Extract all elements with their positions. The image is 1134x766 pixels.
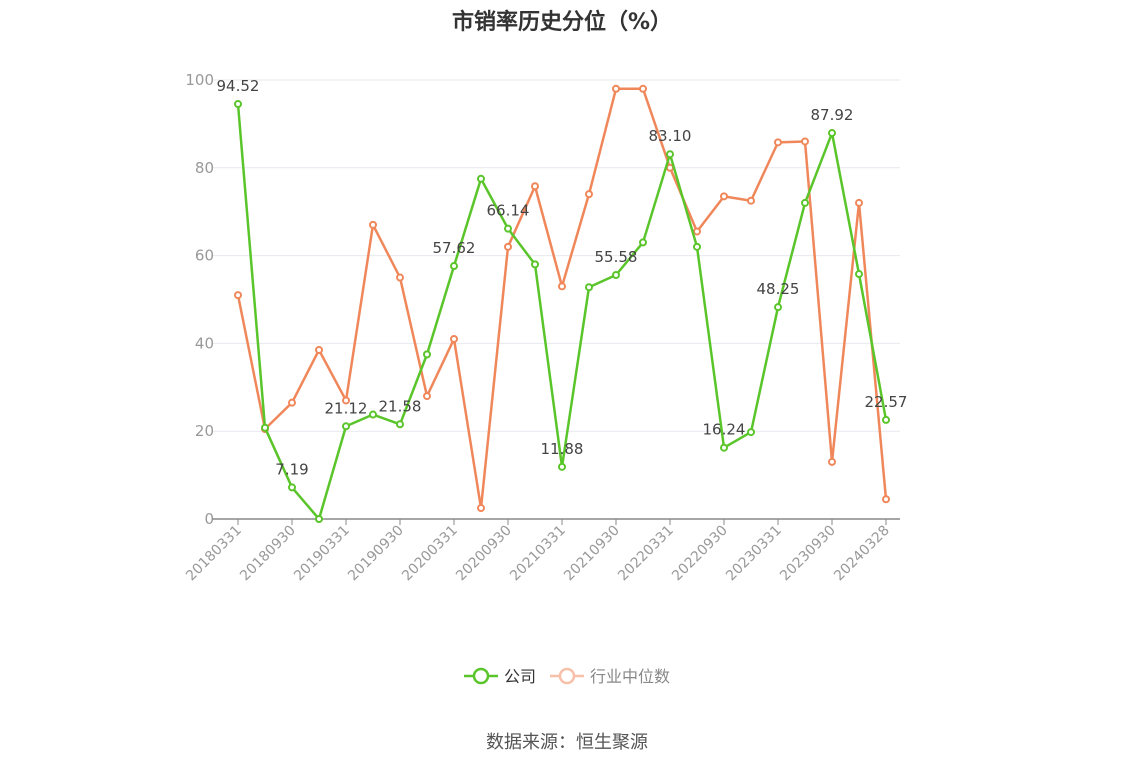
x-tick-label: 20230331 xyxy=(723,523,785,585)
y-tick-label: 20 xyxy=(195,422,214,440)
data-point-industry xyxy=(774,138,782,147)
data-point-company xyxy=(666,150,674,159)
data-point-company xyxy=(801,198,809,207)
data-label: 11.88 xyxy=(541,440,584,458)
data-point-industry xyxy=(882,495,890,504)
data-point-company xyxy=(882,415,890,424)
x-tick-label: 20200331 xyxy=(399,523,461,585)
data-point-company xyxy=(504,224,512,233)
data-label: 94.52 xyxy=(217,77,260,95)
data-point-company xyxy=(477,174,485,183)
axes: 0 20 40 60 80 100 2018033120180930201903312019… xyxy=(183,71,900,584)
data-labels: 94.52 7.19 21.12 21.58 57.62 66.14 11.88 55.58 8… xyxy=(217,77,908,478)
data-point-company xyxy=(450,262,458,271)
data-point-company xyxy=(558,462,566,471)
data-point-industry xyxy=(531,182,539,191)
y-tick-label: 60 xyxy=(195,247,214,265)
data-label: 57.62 xyxy=(433,239,476,257)
y-tick-label: 0 xyxy=(204,510,214,528)
data-point-industry xyxy=(450,335,458,344)
data-point-company xyxy=(693,242,701,251)
data-point-industry xyxy=(369,220,377,229)
data-point-industry xyxy=(855,198,863,207)
data-point-industry xyxy=(720,192,728,201)
data-label: 48.25 xyxy=(757,280,800,298)
data-point-company xyxy=(234,100,242,109)
y-tick-label: 80 xyxy=(195,159,214,177)
data-point-industry xyxy=(612,84,620,93)
data-point-industry xyxy=(693,227,701,236)
x-tick-label: 20230930 xyxy=(777,523,839,585)
data-point-company xyxy=(855,270,863,279)
data-point-industry xyxy=(639,84,647,93)
data-point-industry xyxy=(342,396,350,405)
data-point-company xyxy=(639,238,647,247)
data-point-industry xyxy=(504,242,512,251)
chart-title: 市销率历史分位（%） xyxy=(451,10,673,35)
x-tick-label: 20220331 xyxy=(615,523,677,585)
data-point-industry xyxy=(585,190,593,199)
data-point-industry xyxy=(558,282,566,291)
x-tick-label: 20210930 xyxy=(561,523,623,585)
data-label: 21.12 xyxy=(325,399,368,417)
legend-marker xyxy=(558,667,576,685)
data-point-industry xyxy=(828,457,836,466)
data-point-company xyxy=(828,129,836,138)
data-point-company xyxy=(747,428,755,437)
data-point-company xyxy=(261,423,269,432)
legend-label: 行业中位数 xyxy=(590,667,670,686)
data-point-company xyxy=(396,420,404,429)
data-point-company xyxy=(774,303,782,312)
data-point-company xyxy=(369,410,377,419)
data-point-industry xyxy=(234,291,242,300)
data-point-industry xyxy=(423,392,431,401)
data-point-company xyxy=(423,350,431,359)
legend-item-company[interactable]: 公司 xyxy=(464,667,536,686)
data-point-company xyxy=(720,443,728,452)
data-label: 87.92 xyxy=(811,106,854,124)
data-point-industry xyxy=(396,273,404,282)
data-label: 7.19 xyxy=(275,460,308,478)
data-point-company xyxy=(531,260,539,269)
data-label: 22.57 xyxy=(865,393,908,411)
legend-marker xyxy=(472,667,490,685)
data-point-company xyxy=(612,271,620,280)
x-tick-label: 20220930 xyxy=(669,523,731,585)
data-point-company xyxy=(585,283,593,292)
data-point-company xyxy=(342,422,350,431)
data-label: 83.10 xyxy=(649,127,692,145)
data-point-industry xyxy=(315,345,323,354)
x-tick-label: 20240328 xyxy=(831,523,893,585)
y-tick-label: 40 xyxy=(195,334,214,352)
data-label: 66.14 xyxy=(487,202,530,220)
x-tick-label: 20200930 xyxy=(453,523,515,585)
data-point-industry xyxy=(288,398,296,407)
data-point-company xyxy=(288,483,296,492)
x-tick-label: 20180930 xyxy=(237,523,299,585)
series-layer xyxy=(234,84,890,523)
y-tick-label: 100 xyxy=(185,71,214,89)
data-point-industry xyxy=(477,504,485,513)
legend-item-industry[interactable]: 行业中位数 xyxy=(550,667,670,686)
data-point-company xyxy=(315,515,323,523)
source-note: 数据来源：恒生聚源 xyxy=(486,732,648,753)
data-label: 21.58 xyxy=(379,397,422,415)
x-tick-label: 20190930 xyxy=(345,523,407,585)
gridlines xyxy=(212,79,900,432)
x-tick-label: 20190331 xyxy=(291,523,353,585)
data-label: 55.58 xyxy=(595,248,638,266)
data-point-industry xyxy=(747,196,755,205)
legend-label: 公司 xyxy=(504,667,536,686)
data-label: 16.24 xyxy=(703,421,746,439)
x-tick-label: 20180331 xyxy=(183,523,245,585)
data-point-industry xyxy=(801,137,809,146)
x-tick-label: 20210331 xyxy=(507,523,569,585)
legend[interactable]: 公司 行业中位数 xyxy=(464,667,670,686)
